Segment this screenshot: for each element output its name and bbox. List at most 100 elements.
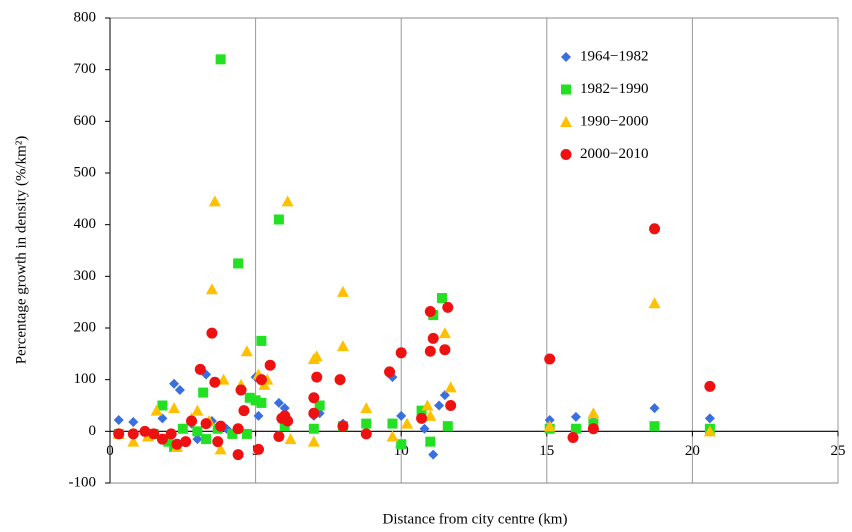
point (308, 392, 320, 404)
point (439, 344, 451, 356)
point (307, 435, 320, 447)
point (163, 436, 174, 447)
point (256, 335, 267, 346)
point (337, 420, 349, 432)
point (180, 436, 192, 448)
plot-area (109, 17, 839, 484)
point (156, 433, 168, 445)
point (208, 195, 221, 207)
point (360, 428, 372, 440)
x-tick-label: 15 (539, 443, 554, 459)
point (171, 438, 183, 450)
point (311, 371, 323, 383)
point (308, 423, 319, 434)
point (442, 301, 454, 313)
point (279, 421, 290, 432)
y-axis-label: Percentage growth in density (%/km²) (13, 136, 29, 365)
point (212, 436, 224, 448)
point (543, 420, 556, 432)
point (570, 411, 581, 422)
point (273, 397, 284, 408)
point (421, 399, 434, 411)
point (215, 420, 227, 432)
point (169, 378, 180, 389)
point (194, 363, 206, 375)
point (174, 385, 185, 395)
y-tick-label: 200 (74, 319, 97, 335)
y-tick-label: 600 (74, 113, 97, 129)
y-tick-label: 300 (74, 268, 97, 284)
point (570, 423, 581, 434)
point (227, 428, 238, 439)
point (192, 434, 203, 445)
point (587, 407, 600, 419)
point (396, 439, 407, 450)
point (445, 400, 457, 411)
point (427, 332, 439, 344)
point (256, 397, 267, 408)
point (235, 384, 247, 396)
point (165, 428, 177, 440)
y-tick-label: 0 (89, 423, 97, 439)
point (232, 423, 244, 435)
point (273, 431, 285, 442)
point (250, 395, 261, 406)
point (703, 425, 716, 437)
y-tick-label: 100 (74, 371, 97, 387)
point (436, 293, 447, 304)
point (314, 400, 325, 411)
point (334, 374, 346, 386)
legend-marker (561, 84, 571, 95)
point (264, 359, 276, 371)
x-tick-label: 25 (831, 443, 846, 459)
point (310, 350, 323, 362)
point (361, 418, 372, 429)
point (439, 390, 450, 401)
y-tick-label: 700 (74, 61, 97, 77)
point (567, 432, 579, 444)
point (544, 353, 556, 365)
point (198, 387, 209, 398)
point (428, 449, 439, 460)
legend-label: 1982−1990 (580, 81, 648, 97)
point (281, 195, 294, 207)
y-tick-label: -100 (69, 474, 97, 490)
y-tick-label: 800 (74, 9, 97, 25)
point (157, 400, 168, 411)
point (442, 421, 453, 432)
point (648, 297, 661, 309)
point (200, 418, 212, 430)
point (139, 425, 151, 437)
point (238, 405, 250, 417)
point (416, 412, 428, 424)
point (704, 380, 716, 392)
point (395, 347, 407, 359)
point (649, 421, 660, 432)
point (282, 415, 294, 427)
point (424, 345, 436, 357)
legend-label: 2000−2010 (580, 146, 648, 162)
point (424, 409, 437, 421)
point (215, 54, 226, 65)
point (241, 428, 252, 439)
point (386, 430, 399, 442)
point (438, 327, 451, 339)
point (416, 405, 427, 416)
y-tick-label: 400 (74, 216, 97, 232)
point (284, 433, 297, 445)
point (336, 340, 349, 352)
point (587, 423, 599, 435)
point (157, 413, 168, 424)
point (424, 305, 436, 317)
legend-marker (560, 149, 572, 160)
point (419, 423, 430, 434)
legend-marker (560, 116, 572, 127)
point (127, 435, 140, 447)
point (253, 410, 264, 421)
point (148, 428, 160, 440)
point (209, 376, 221, 388)
point (113, 428, 125, 440)
point (201, 434, 212, 445)
point (244, 392, 255, 403)
point (434, 400, 445, 411)
